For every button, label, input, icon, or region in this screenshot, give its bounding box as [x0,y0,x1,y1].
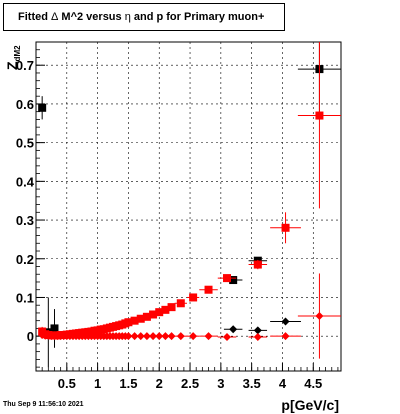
series-1 [223,317,301,335]
chart-title: Fitted Δ M^2 versus η and p for Primary … [3,3,285,31]
data-point-square [204,285,213,294]
x-tick-label: 3 [217,376,224,391]
data-point-circle [189,332,198,341]
series-3 [38,273,341,359]
data-point-circle [149,332,158,341]
data-point-circle [155,332,164,341]
y-axis-title-subscript: dM2 [13,45,22,62]
timestamp-footer: Thu Sep 9 11:56:10 2021 [3,401,84,408]
data-point-square [38,103,47,112]
data-point-square [189,293,198,302]
title-suffix: and p for Primary muon+ [130,11,265,23]
y-tick-label: 0.2 [16,252,34,267]
data-point-square [136,314,145,323]
series-0 [38,42,341,368]
x-tick-label: 0.5 [58,376,76,391]
data-point-circle [281,332,290,341]
data-point-square [50,324,59,333]
y-tick-label: 0.3 [16,213,34,228]
data-point-circle [136,332,145,341]
title-middle: M^2 versus [58,11,125,23]
data-point-circle [167,332,176,341]
y-tick-label: 0.5 [16,136,34,151]
data-point-circle [253,326,262,335]
data-point-circle [315,312,324,321]
data-point-circle [229,325,238,334]
y-tick-label: 0.4 [16,174,35,189]
y-axis-title-main: Z [4,61,20,70]
x-tick-label: 1.5 [119,376,137,391]
x-tick-label: 2 [156,376,163,391]
data-point-square [130,316,139,325]
axis-ticks: 0.5 1 1.5 2 2.5 3 3.5 4 4.5 0 0.1 0.2 0.3 0.4 0.5 0.6 0.… [16,49,339,391]
data-point-square [124,318,133,327]
y-tick-label: 0 [27,329,34,344]
data-point-square [281,223,290,232]
x-axis-title: p[GeV/c] [281,397,339,413]
data-point-circle [223,332,232,341]
y-tick-label: 0.1 [16,290,34,305]
x-tick-label: 4 [279,376,287,391]
title-prefix: Fitted [18,11,51,23]
data-point-square [253,260,262,269]
data-point-circle [253,332,262,341]
data-points [38,42,341,368]
y-tick-label: 0.7 [16,58,34,73]
x-tick-label: 3.5 [243,376,261,391]
data-point-circle [161,332,170,341]
data-point-square [176,299,185,308]
series-2 [38,42,341,340]
data-point-square [161,305,170,314]
data-point-square [142,312,151,321]
data-point-square [315,111,324,120]
data-point-square [155,308,164,317]
data-point-square [223,274,232,283]
data-point-circle [142,332,151,341]
y-axis-title: ZdM2 [4,45,22,70]
data-point-circle [204,332,213,341]
title-eta-symbol: η [124,11,131,23]
plot-frame [35,41,342,372]
data-point-square [229,276,238,285]
data-point-circle [281,317,290,326]
data-point-circle [176,332,185,341]
data-point-circle [130,332,139,341]
x-tick-label: 1 [94,376,101,391]
data-point-circle [124,332,133,341]
data-point-square [167,303,176,312]
y-tick-label: 0.6 [16,97,34,112]
x-tick-label: 2.5 [181,376,199,391]
title-delta-symbol: Δ [51,11,59,23]
data-point-square [149,310,158,319]
x-tick-label: 4.5 [304,376,322,391]
